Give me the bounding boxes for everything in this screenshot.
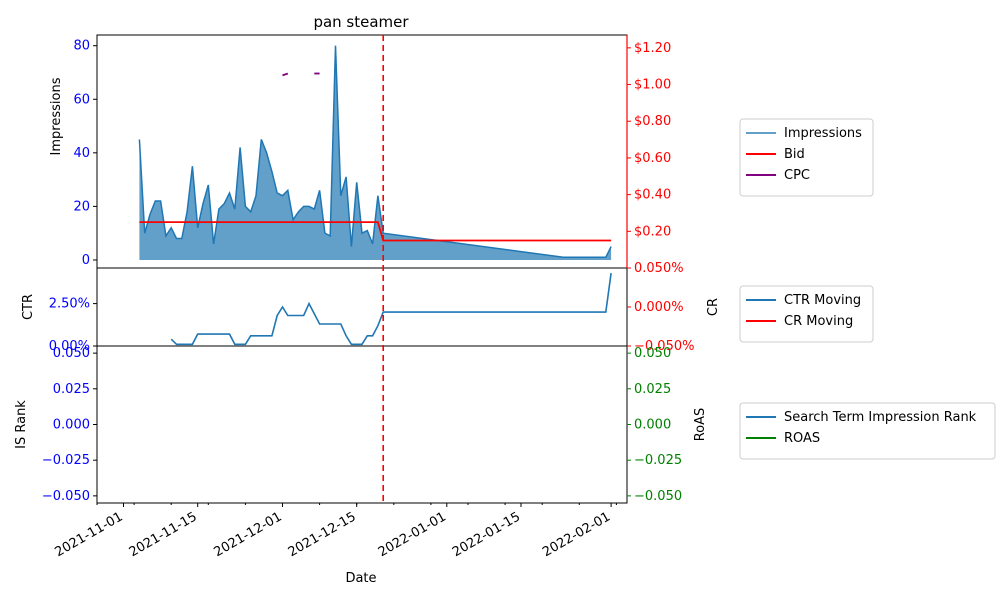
legend-top-entry: Bid [784, 147, 805, 162]
legend-bottom-entry: Search Term Impression Rank [784, 410, 977, 425]
legend-bottom-entry: ROAS [784, 431, 820, 446]
is-rank-axis-tick-label: −0.025 [42, 453, 90, 468]
is-rank-axis-tick-label: 0.025 [53, 382, 90, 397]
legend-top-entry: CPC [784, 168, 810, 183]
legend-middle-entry: CTR Moving [784, 293, 861, 308]
roas-axis-tick-label: 0.000 [634, 418, 671, 433]
is-rank-axis-tick-label: −0.050 [42, 489, 90, 504]
impressions-axis-label: Impressions [49, 77, 64, 155]
legend-top-entry: Impressions [784, 126, 862, 141]
ctr-axis-label: CTR [21, 294, 36, 320]
roas-axis-tick-label: −0.050 [634, 489, 682, 504]
roas-axis-label: RoAS [693, 408, 708, 442]
cr-axis-label: CR [706, 298, 721, 316]
bid-line [139, 221, 612, 242]
legend-bottom-box [739, 402, 996, 460]
x-axis-label: Date [345, 571, 376, 586]
cr-axis-tick-label: 0.000% [634, 300, 684, 315]
impressions-axis-tick-label: 0 [82, 253, 90, 268]
is-rank-axis-tick-label: 0.050 [53, 346, 90, 361]
is-rank-axis-tick-label: 0.000 [53, 418, 90, 433]
impressions-axis-tick-label: 40 [73, 146, 90, 161]
ctr-axis-tick-label: 2.50% [49, 297, 90, 312]
roas-axis-tick-label: 0.050 [634, 346, 671, 361]
cpc-line [282, 72, 289, 77]
impressions-area [139, 45, 612, 261]
legend-middle-entry: CR Moving [784, 314, 853, 329]
impressions-axis-tick-label: 20 [73, 199, 90, 214]
impressions-axis-tick-label: 80 [73, 39, 90, 54]
bid-axis-tick-label: $0.20 [634, 224, 671, 239]
legend-top-box [739, 118, 874, 197]
chart-title: pan steamer [313, 13, 409, 31]
bid-axis-tick-label: $1.20 [634, 41, 671, 56]
bid-axis-tick-label: $1.00 [634, 78, 671, 93]
cr-axis-tick-label: −0.050% [634, 339, 694, 354]
ctr-axis-tick-label: 0.00% [49, 339, 90, 354]
bid-axis-tick-label: $0.40 [634, 188, 671, 203]
roas-axis-tick-label: −0.025 [634, 453, 682, 468]
impressions-line [138, 45, 612, 259]
bid-axis-tick-label: $0.60 [634, 151, 671, 166]
bid-axis-tick-label: $0.80 [634, 114, 671, 129]
ctr-moving-line [170, 272, 612, 346]
impressions-axis-tick-label: 60 [73, 92, 90, 107]
cr-axis-tick-label: 0.050% [634, 261, 684, 276]
is-rank-axis-label: IS Rank [14, 400, 29, 449]
roas-axis-tick-label: 0.025 [634, 382, 671, 397]
